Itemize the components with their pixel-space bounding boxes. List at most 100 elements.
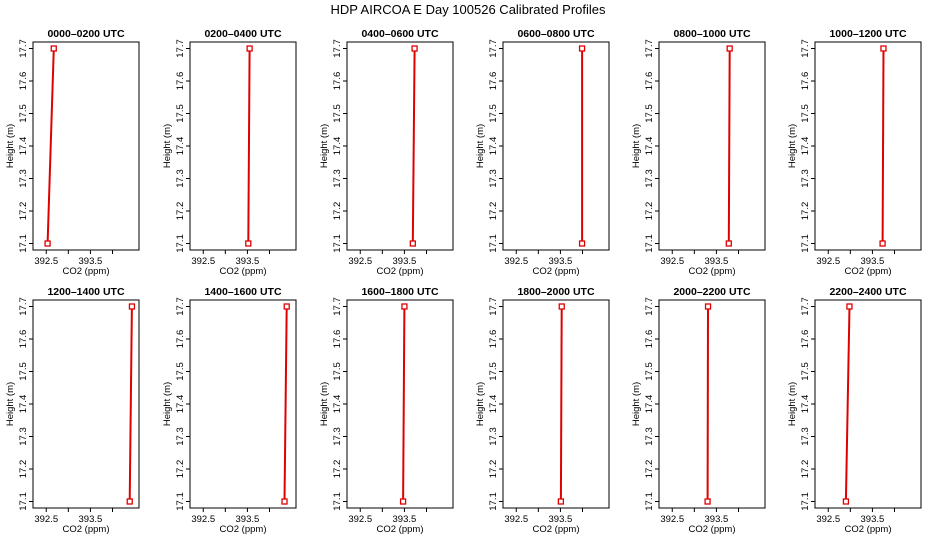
y-tick-label: 17.2 bbox=[644, 460, 655, 479]
y-tick-label: 17.6 bbox=[644, 330, 655, 349]
panel-title: 2000–2200 UTC bbox=[673, 286, 750, 298]
profile-panel: 1600–1800 UTC 17.1 17.2 17.3 17.4 17.5 17.6 17.… bbox=[319, 286, 454, 535]
data-point bbox=[411, 45, 418, 52]
panel-title: 2200–2400 UTC bbox=[829, 286, 906, 298]
profile-panel: 2200–2400 UTC 17.1 17.2 17.3 17.4 17.5 17.6 17.… bbox=[787, 286, 922, 535]
profile-panel: 0600–0800 UTC 17.1 17.2 17.3 17.4 17.5 17.6 17.… bbox=[475, 28, 610, 277]
x-tick-label: 393.5 bbox=[861, 514, 885, 525]
profile-line bbox=[727, 48, 731, 244]
y-tick-label: 17.4 bbox=[488, 137, 499, 156]
y-tick-label: 17.5 bbox=[332, 104, 343, 123]
data-point bbox=[704, 498, 711, 505]
y-tick-label: 17.3 bbox=[332, 427, 343, 446]
y-tick-label: 17.2 bbox=[18, 202, 29, 221]
data-point bbox=[558, 303, 565, 310]
y-tick-label: 17.1 bbox=[644, 492, 655, 511]
y-tick-label: 17.7 bbox=[644, 39, 655, 58]
y-axis-label: Height (m) bbox=[475, 382, 486, 426]
y-axis-label: Height (m) bbox=[162, 382, 173, 426]
profile-line bbox=[559, 306, 563, 502]
y-tick-label: 17.5 bbox=[800, 104, 811, 123]
plot-frame bbox=[814, 41, 922, 251]
y-tick-label: 17.7 bbox=[332, 297, 343, 316]
y-tick-label: 17.6 bbox=[175, 330, 186, 349]
plot-frame bbox=[346, 41, 454, 251]
y-tick-label: 17.7 bbox=[175, 39, 186, 58]
y-axis-label: Height (m) bbox=[787, 124, 798, 168]
y-tick-label: 17.6 bbox=[18, 72, 29, 91]
plot-frame bbox=[658, 41, 766, 251]
plot-frame bbox=[814, 299, 922, 509]
x-axis-label: CO2 (ppm) bbox=[377, 266, 424, 277]
profile-panel: 0000–0200 UTC 17.1 17.2 17.3 17.4 17.5 17.6 17.… bbox=[5, 28, 140, 277]
plot-frame bbox=[658, 299, 766, 509]
y-tick-label: 17.5 bbox=[175, 104, 186, 123]
y-tick-label: 17.1 bbox=[175, 492, 186, 511]
y-tick-label: 17.6 bbox=[644, 72, 655, 91]
data-point bbox=[880, 45, 887, 52]
plot-frame bbox=[502, 299, 610, 509]
y-tick-label: 17.7 bbox=[488, 297, 499, 316]
data-point bbox=[246, 45, 253, 52]
y-tick-label: 17.4 bbox=[332, 137, 343, 156]
panel-title: 1000–1200 UTC bbox=[829, 28, 906, 40]
profile-panel: 0200–0400 UTC 17.1 17.2 17.3 17.4 17.5 17.6 17.… bbox=[162, 28, 297, 277]
x-tick-label: 393.5 bbox=[236, 514, 260, 525]
y-tick-label: 17.1 bbox=[18, 492, 29, 511]
data-point bbox=[578, 45, 586, 52]
panel-title: 1600–1800 UTC bbox=[361, 286, 438, 298]
plot-frame bbox=[502, 41, 610, 251]
y-axis-label: Height (m) bbox=[631, 124, 642, 168]
panel-title: 1200–1400 UTC bbox=[47, 286, 124, 298]
y-tick-label: 17.2 bbox=[18, 460, 29, 479]
data-point bbox=[704, 303, 712, 310]
y-tick-label: 17.3 bbox=[800, 427, 811, 446]
x-tick-label: 393.5 bbox=[705, 514, 729, 525]
x-tick-label: 392.5 bbox=[816, 514, 840, 525]
y-tick-label: 17.5 bbox=[644, 104, 655, 123]
panel-title: 0800–1000 UTC bbox=[673, 28, 750, 40]
y-tick-label: 17.5 bbox=[18, 362, 29, 381]
x-axis-label: CO2 (ppm) bbox=[533, 524, 580, 535]
x-tick-label: 392.5 bbox=[504, 514, 528, 525]
y-tick-label: 17.6 bbox=[488, 72, 499, 91]
profile-line bbox=[128, 306, 133, 502]
panel-title: 1800–2000 UTC bbox=[517, 286, 594, 298]
y-tick-label: 17.4 bbox=[644, 395, 655, 414]
y-tick-label: 17.4 bbox=[175, 395, 186, 414]
x-tick-label: 393.5 bbox=[705, 256, 729, 267]
y-tick-label: 17.4 bbox=[332, 395, 343, 414]
x-axis-label: CO2 (ppm) bbox=[220, 524, 267, 535]
data-point bbox=[245, 240, 252, 247]
data-point bbox=[283, 303, 290, 310]
data-point bbox=[846, 303, 853, 310]
y-axis-label: Height (m) bbox=[319, 124, 330, 168]
x-axis-label: CO2 (ppm) bbox=[845, 524, 892, 535]
profile-panel: 0800–1000 UTC 17.1 17.2 17.3 17.4 17.5 17.6 17.… bbox=[631, 28, 766, 277]
y-axis-label: Height (m) bbox=[631, 382, 642, 426]
x-tick-label: 393.5 bbox=[393, 514, 417, 525]
x-axis-label: CO2 (ppm) bbox=[845, 266, 892, 277]
panel-title: 1400–1600 UTC bbox=[204, 286, 281, 298]
x-axis-label: CO2 (ppm) bbox=[63, 266, 110, 277]
y-tick-label: 17.2 bbox=[488, 460, 499, 479]
x-tick-label: 392.5 bbox=[34, 514, 58, 525]
y-tick-label: 17.1 bbox=[332, 234, 343, 253]
y-tick-label: 17.2 bbox=[488, 202, 499, 221]
y-axis-label: Height (m) bbox=[162, 124, 173, 168]
x-axis-label: CO2 (ppm) bbox=[63, 524, 110, 535]
y-axis-label: Height (m) bbox=[475, 124, 486, 168]
profile-panel: 2000–2200 UTC 17.1 17.2 17.3 17.4 17.5 17.6 17.… bbox=[631, 286, 766, 535]
y-tick-label: 17.4 bbox=[18, 137, 29, 156]
y-tick-label: 17.3 bbox=[18, 169, 29, 188]
x-tick-label: 392.5 bbox=[34, 256, 58, 267]
x-tick-label: 392.5 bbox=[191, 256, 215, 267]
y-tick-label: 17.5 bbox=[488, 362, 499, 381]
figure-title: HDP AIRCOA E Day 100526 Calibrated Profi… bbox=[330, 2, 606, 17]
y-tick-label: 17.7 bbox=[800, 297, 811, 316]
x-tick-label: 393.5 bbox=[79, 514, 103, 525]
y-tick-label: 17.7 bbox=[332, 39, 343, 58]
y-tick-label: 17.7 bbox=[800, 39, 811, 58]
data-point bbox=[128, 303, 136, 310]
